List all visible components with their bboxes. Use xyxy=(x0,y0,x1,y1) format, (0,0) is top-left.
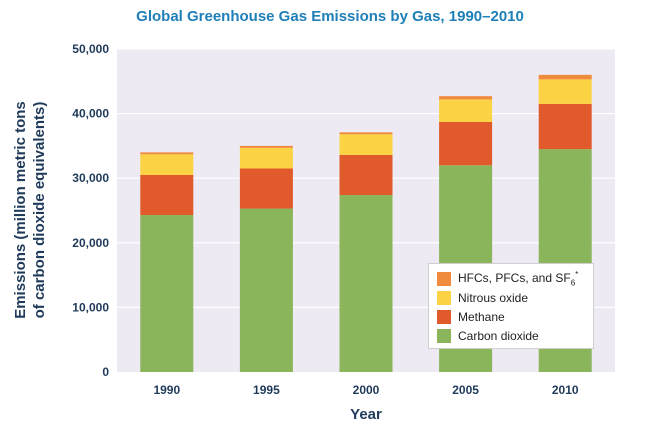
legend: HFCs, PFCs, and SF6* Nitrous oxide Metha… xyxy=(428,263,594,349)
legend-label-methane: Methane xyxy=(458,309,505,324)
legend-swatch-hfcs xyxy=(437,271,451,286)
x-tick-label: 1995 xyxy=(253,383,280,397)
legend-label-nitrous-oxide: Nitrous oxide xyxy=(458,290,529,305)
x-tick-label: 2005 xyxy=(452,383,479,397)
legend-label-carbon-dioxide: Carbon dioxide xyxy=(458,328,539,343)
bar-segment-1995 xyxy=(239,168,293,209)
x-tick-label: 1990 xyxy=(153,383,180,397)
y-tick-label: 50,000 xyxy=(72,42,109,56)
bar-segment-1990 xyxy=(140,154,194,175)
bar-segment-2010 xyxy=(538,74,592,80)
y-tick-label: 10,000 xyxy=(72,300,109,314)
bar-segment-1990 xyxy=(140,152,194,155)
y-tick-label: 20,000 xyxy=(72,236,109,250)
bar-segment-2005 xyxy=(439,121,493,166)
legend-swatch-nitrous-oxide xyxy=(437,290,451,305)
y-tick-label: 0 xyxy=(102,365,109,379)
bar-segment-2000 xyxy=(339,154,393,195)
bar-segment-1990 xyxy=(140,174,194,216)
bar-segment-2010 xyxy=(538,79,592,104)
legend-swatch-methane xyxy=(437,309,451,324)
legend-item-hfcs: HFCs, PFCs, and SF6* xyxy=(437,269,585,288)
chart-title: Global Greenhouse Gas Emissions by Gas, … xyxy=(136,8,524,25)
y-tick-label: 30,000 xyxy=(72,171,109,185)
legend-label-hfcs: HFCs, PFCs, and SF6* xyxy=(458,269,579,288)
bar-segment-1995 xyxy=(239,208,293,372)
bar-segment-1990 xyxy=(140,215,194,372)
x-axis-label: Year xyxy=(350,406,382,423)
y-tick-label: 40,000 xyxy=(72,107,109,121)
legend-item-methane: Methane xyxy=(437,307,585,326)
bar-segment-2010 xyxy=(538,103,592,150)
x-tick-label: 2000 xyxy=(353,383,380,397)
legend-item-carbon-dioxide: Carbon dioxide xyxy=(437,326,585,345)
bar-segment-1995 xyxy=(239,145,293,148)
bar-segment-2005 xyxy=(439,96,493,100)
legend-item-nitrous-oxide: Nitrous oxide xyxy=(437,288,585,307)
bar-segment-2000 xyxy=(339,134,393,155)
bar-segment-2005 xyxy=(439,99,493,122)
bar-segment-1995 xyxy=(239,147,293,169)
legend-swatch-carbon-dioxide xyxy=(437,328,451,343)
x-tick-label: 2010 xyxy=(552,383,579,397)
bar-segment-2000 xyxy=(339,132,393,135)
bar-segment-2000 xyxy=(339,194,393,372)
